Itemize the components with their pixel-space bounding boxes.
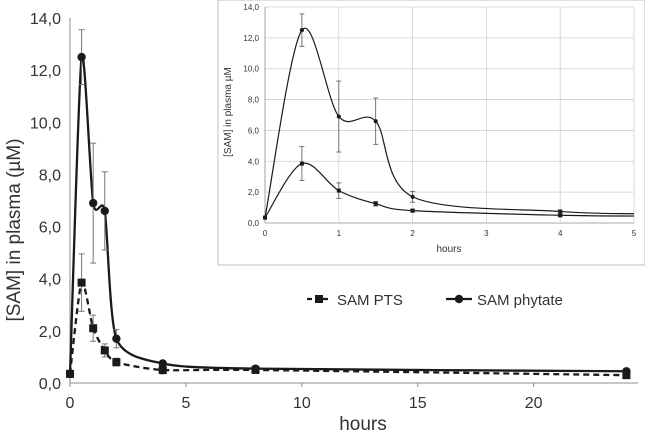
inset-y-tick-label: 2,0 — [248, 188, 260, 197]
inset-x-axis-title: hours — [436, 244, 461, 255]
inset-x-tick-label: 1 — [337, 229, 342, 238]
main-x-tick-label: 0 — [66, 395, 75, 412]
main-point-sam-phytate — [65, 369, 75, 379]
main-point-sam-phytate — [77, 52, 86, 62]
main-y-tick-label: 12,0 — [30, 63, 61, 80]
inset-point-sam-pts — [336, 188, 341, 193]
main-y-tick-label: 14,0 — [30, 11, 61, 28]
inset-point-sam-phytate — [410, 194, 415, 199]
inset-y-tick-label: 6,0 — [248, 126, 260, 135]
legend-item-sam-pts: SAM PTS — [307, 292, 403, 309]
inset-tick-labels: 0,0 2,0 4,0 6,0 8,0 10,0 12,0 14,0 0 1 2 3 4 5 — [243, 3, 636, 238]
inset-chart: 0,02,04,06,08,010,012,014,00 1 2 3 4 5 hours … — [217, 0, 645, 266]
main-point-sam-phytate — [100, 206, 109, 216]
inset-point-sam-phytate — [336, 114, 341, 119]
legend-marker-sam-pts — [315, 295, 323, 303]
legend-label-sam-phytate: SAM phytate — [477, 292, 563, 309]
inset-x-tick-label: 3 — [484, 229, 489, 238]
inset-point-sam-pts — [558, 213, 563, 218]
main-y-tick-label: 6,0 — [39, 220, 61, 237]
inset-x-tick-label: 2 — [410, 229, 415, 238]
main-y-tick-label: 4,0 — [39, 272, 61, 289]
inset-y-tick-label: 8,0 — [248, 96, 260, 105]
inset-point-sam-phytate — [262, 215, 268, 220]
inset-series-sam-pts — [263, 146, 635, 220]
inset-point-sam-phytate — [299, 28, 304, 33]
main-series-sam-phytate — [65, 29, 631, 379]
inset-y-axis-title: [SAM] in plasma µM — [223, 67, 234, 157]
main-chart: 0,02,04,06,08,010,012,014,00 5 10 15 20 hour… — [4, 11, 638, 433]
main-y-axis-title: [SAM] in plasma (µM) — [4, 138, 25, 321]
legend-item-sam-phytate: SAM phytate — [446, 292, 563, 309]
main-y-tick-label: 0,0 — [39, 376, 61, 393]
inset-series-sam-phytate — [262, 13, 635, 220]
main-point-sam-phytate — [158, 359, 167, 368]
inset-point-sam-pts — [299, 161, 304, 166]
main-series — [65, 29, 631, 380]
main-point-sam-pts — [89, 324, 98, 333]
inset-point-sam-pts — [410, 208, 415, 213]
inset-series — [262, 13, 635, 220]
main-point-sam-phytate — [112, 334, 121, 343]
main-point-sam-pts — [100, 346, 109, 355]
inset-frame — [217, 0, 645, 266]
inset-gridlines — [264, 6, 635, 224]
inset-y-tick-label: 14,0 — [243, 3, 259, 12]
inset-y-tick-label: 4,0 — [248, 157, 260, 166]
legend: SAM PTS SAM phytate — [307, 292, 563, 309]
inset-y-tick-label: 0,0 — [248, 219, 260, 228]
legend-label-sam-pts: SAM PTS — [337, 292, 403, 309]
main-point-sam-pts — [77, 278, 86, 287]
inset-point-sam-phytate — [373, 119, 378, 124]
main-tick-labels: 0,02,04,06,08,010,012,014,00 5 10 15 20 — [30, 11, 543, 412]
main-x-tick-label: 20 — [525, 395, 543, 412]
main-y-tick-label: 8,0 — [39, 167, 61, 184]
main-x-axis-title: hours — [339, 414, 387, 433]
inset-y-tick-label: 12,0 — [243, 34, 259, 43]
main-y-tick-label: 2,0 — [39, 324, 61, 341]
main-x-tick-label: 15 — [409, 395, 427, 412]
main-line-sam-phytate — [68, 54, 627, 374]
main-point-sam-phytate — [88, 198, 98, 208]
main-x-tick-label: 5 — [181, 395, 190, 412]
main-y-tick-label: 10,0 — [30, 115, 61, 132]
inset-x-tick-label: 5 — [632, 229, 637, 238]
inset-point-sam-phytate — [558, 209, 563, 214]
inset-x-tick-label: 4 — [558, 229, 563, 238]
main-point-sam-phytate — [251, 364, 260, 373]
main-point-sam-pts — [158, 365, 167, 374]
main-axes — [69, 18, 638, 387]
main-point-sam-phytate — [622, 367, 631, 376]
inset-point-sam-pts — [373, 201, 378, 206]
inset-x-tick-label: 0 — [263, 229, 268, 238]
inset-y-tick-label: 10,0 — [243, 65, 259, 74]
legend-marker-sam-phytate — [454, 294, 464, 304]
main-point-sam-pts — [112, 358, 121, 367]
main-x-tick-label: 10 — [293, 395, 311, 412]
